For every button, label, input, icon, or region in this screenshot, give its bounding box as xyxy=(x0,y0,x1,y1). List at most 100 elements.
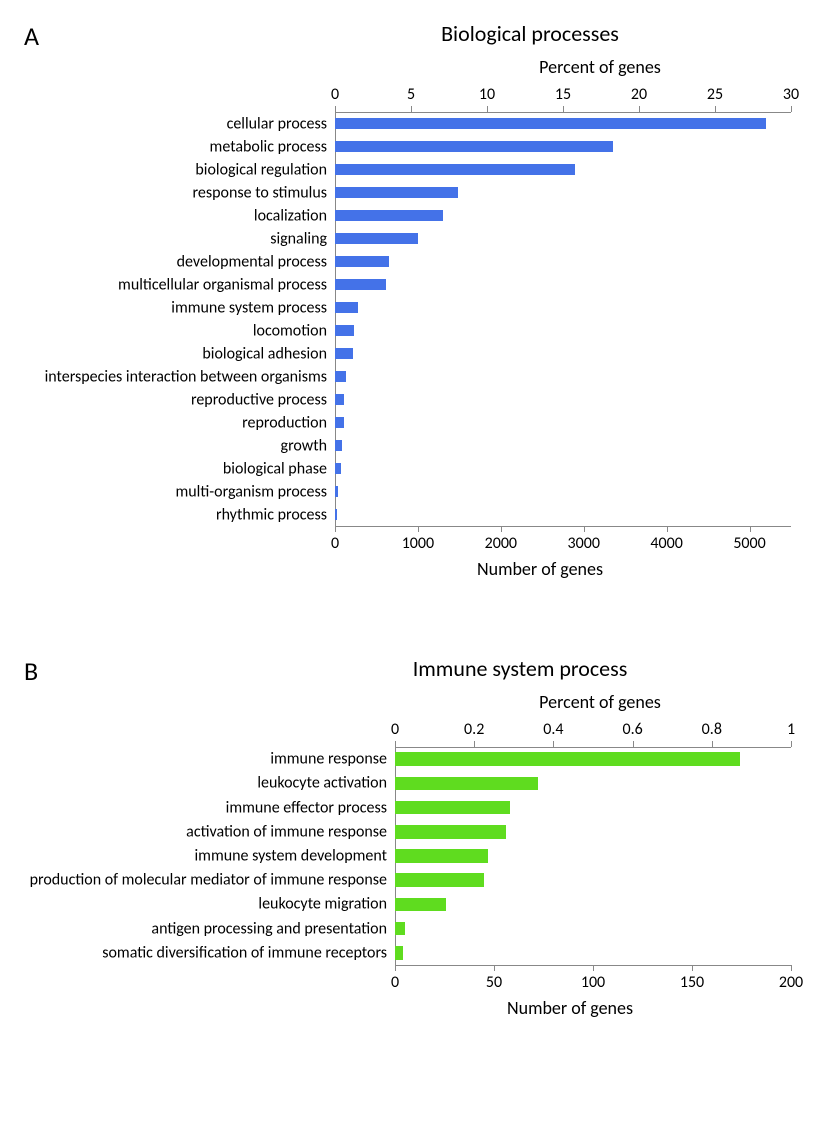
tick-bottom xyxy=(395,965,396,971)
tick-label-bottom: 150 xyxy=(680,973,704,992)
bar xyxy=(395,825,506,839)
tick-top xyxy=(487,106,488,112)
page: A Biological processes Percent of genes … xyxy=(0,0,830,1131)
tick-bottom xyxy=(335,526,336,532)
bar xyxy=(335,256,389,268)
panel-a-plot: 051015202530010002000300040005000cellula… xyxy=(335,112,791,526)
category-label: immune response xyxy=(270,750,387,769)
tick-label-top: 0.8 xyxy=(702,720,722,739)
category-label: biological phase xyxy=(223,459,327,478)
tick-top xyxy=(563,106,564,112)
bar xyxy=(395,922,405,936)
panel-b-bottom-axis-title: Number of genes xyxy=(470,997,670,1019)
bar xyxy=(395,752,740,766)
tick-label-top: 15 xyxy=(555,85,571,104)
bar xyxy=(335,302,358,314)
bar xyxy=(335,417,344,429)
tick-bottom xyxy=(750,526,751,532)
category-label: antigen processing and presentation xyxy=(151,919,387,938)
category-label: interspecies interaction between organis… xyxy=(45,367,327,386)
category-label: biological adhesion xyxy=(202,344,327,363)
tick-label-bottom: 0 xyxy=(331,534,339,553)
bar xyxy=(335,371,346,383)
category-label: biological regulation xyxy=(195,160,327,179)
panel-a-label: A xyxy=(24,20,39,52)
category-label: response to stimulus xyxy=(193,183,327,202)
bar xyxy=(395,873,484,887)
tick-bottom xyxy=(418,526,419,532)
tick-label-bottom: 50 xyxy=(486,973,502,992)
category-label: multicellular organismal process xyxy=(118,275,327,294)
tick-label-top: 0.6 xyxy=(622,720,642,739)
category-label: cellular process xyxy=(227,114,327,133)
tick-bottom xyxy=(584,526,585,532)
tick-top xyxy=(411,106,412,112)
bar xyxy=(335,279,386,291)
axis-line-top xyxy=(395,747,791,748)
category-label: developmental process xyxy=(177,252,327,271)
bar xyxy=(395,849,488,863)
bar xyxy=(335,118,766,130)
bar xyxy=(335,463,341,475)
bar xyxy=(395,946,403,960)
tick-label-bottom: 5000 xyxy=(733,534,765,553)
axis-line-top xyxy=(335,112,791,113)
tick-bottom xyxy=(494,965,495,971)
tick-label-top: 30 xyxy=(783,85,799,104)
tick-bottom xyxy=(667,526,668,532)
category-label: localization xyxy=(254,206,327,225)
category-label: activation of immune response xyxy=(186,822,387,841)
category-label: rhythmic process xyxy=(216,505,327,524)
tick-label-bottom: 3000 xyxy=(568,534,600,553)
bar xyxy=(335,164,575,176)
category-label: reproduction xyxy=(242,413,327,432)
panel-b-label: B xyxy=(24,655,38,687)
bar xyxy=(335,187,458,199)
category-label: leukocyte activation xyxy=(257,774,387,793)
bar xyxy=(395,777,538,791)
tick-label-top: 20 xyxy=(631,85,647,104)
tick-label-bottom: 100 xyxy=(581,973,605,992)
tick-top xyxy=(335,106,336,112)
bar xyxy=(335,233,418,245)
tick-label-top: 0 xyxy=(331,85,339,104)
tick-label-top: 5 xyxy=(407,85,415,104)
panel-b-title: Immune system process xyxy=(360,655,680,682)
tick-top xyxy=(633,741,634,747)
bar xyxy=(335,325,354,337)
category-label: growth xyxy=(281,436,327,455)
bar xyxy=(335,210,443,222)
panel-b-plot: 00.20.40.60.81050100150200immune respons… xyxy=(395,747,791,965)
tick-top xyxy=(791,106,792,112)
category-label: immune effector process xyxy=(226,798,387,817)
axis-line-bottom xyxy=(335,526,791,527)
bar xyxy=(395,801,510,815)
category-label: locomotion xyxy=(253,321,327,340)
category-label: immune system process xyxy=(171,298,327,317)
bar xyxy=(335,440,342,452)
category-label: leukocyte migration xyxy=(258,895,387,914)
category-label: production of molecular mediator of immu… xyxy=(30,871,387,890)
tick-label-bottom: 4000 xyxy=(650,534,682,553)
tick-label-top: 25 xyxy=(707,85,723,104)
category-label: somatic diversification of immune recept… xyxy=(102,943,387,962)
bar xyxy=(335,509,337,521)
category-label: signaling xyxy=(270,229,327,248)
tick-top xyxy=(474,741,475,747)
category-label: reproductive process xyxy=(191,390,327,409)
panel-a-top-axis-title: Percent of genes xyxy=(500,56,700,78)
category-label: metabolic process xyxy=(210,137,327,156)
tick-top xyxy=(715,106,716,112)
tick-top xyxy=(395,741,396,747)
tick-label-top: 1 xyxy=(787,720,795,739)
tick-top xyxy=(553,741,554,747)
bar xyxy=(335,141,613,153)
tick-label-top: 0.2 xyxy=(464,720,484,739)
panel-a-title: Biological processes xyxy=(400,20,660,47)
bar xyxy=(335,394,344,406)
category-label: immune system development xyxy=(194,847,387,866)
tick-top xyxy=(712,741,713,747)
bar xyxy=(335,486,338,498)
tick-top xyxy=(791,741,792,747)
tick-label-top: 10 xyxy=(479,85,495,104)
